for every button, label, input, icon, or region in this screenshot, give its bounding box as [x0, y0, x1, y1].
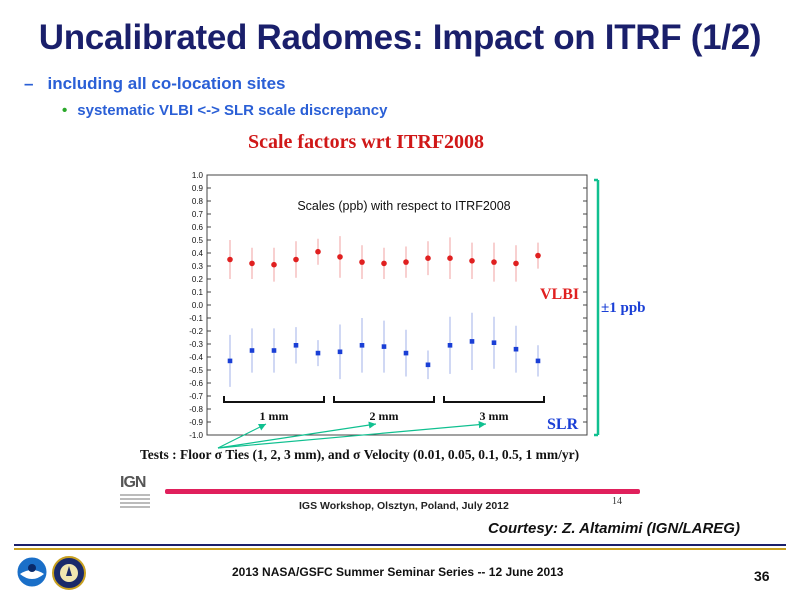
vlbi-point: [315, 248, 321, 255]
group-label: 1 mm: [260, 409, 289, 423]
y-axis: 1.0 0.9 0.8 0.7 0.6 0.5 0.4 0.3 0.2 0.1 0.0 -0.1 -0.…: [189, 171, 587, 440]
error-bars: [229, 236, 539, 387]
vlbi-point: [381, 260, 387, 267]
data-points: [227, 248, 541, 368]
group-bracket: [443, 396, 545, 403]
footer-text: 2013 NASA/GSFC Summer Seminar Series -- …: [232, 565, 564, 579]
y-tick-label: -1.0: [189, 431, 203, 440]
y-tick-label: -0.4: [189, 353, 203, 362]
group-label: 2 mm: [370, 409, 399, 423]
group-bracket: [223, 396, 325, 403]
slr-point: [425, 362, 431, 368]
slr-point: [271, 348, 277, 353]
y-tick-label: -0.9: [189, 418, 203, 427]
footer-rule-gold: [14, 548, 786, 550]
chart-inner-title: Scales (ppb) with respect to ITRF2008: [297, 199, 510, 213]
slr-point: [403, 350, 409, 356]
vlbi-point: [293, 256, 299, 263]
slr-point: [535, 358, 541, 364]
ppb-bracket: [594, 178, 600, 437]
slr-point: [513, 346, 519, 352]
vlbi-point: [249, 260, 255, 267]
vlbi-point: [359, 259, 365, 265]
y-tick-label: -0.3: [189, 340, 203, 349]
ign-logo: IGN: [120, 474, 158, 516]
vlbi-point: [425, 255, 431, 261]
y-tick-label: -0.6: [189, 379, 203, 388]
bullet-co-location-text: including all co-location sites: [47, 74, 286, 93]
y-tick-label: 0.4: [192, 249, 204, 258]
figure-title: Scale factors wrt ITRF2008: [248, 131, 485, 153]
workshop-divider: [165, 489, 640, 494]
vlbi-series-label: VLBI: [540, 286, 579, 303]
slr-point: [293, 343, 299, 348]
y-tick-label: 0.2: [192, 275, 204, 284]
group-brackets: 1 mm 2 mm 3 mm: [223, 396, 545, 423]
y-tick-label: -0.1: [189, 314, 203, 323]
vlbi-point: [403, 259, 409, 265]
bullet-co-location: – including all co-location sites: [24, 74, 286, 94]
test-arrow: [217, 421, 487, 449]
page-number: 36: [754, 568, 770, 584]
y-tick-label: 0.9: [192, 184, 204, 193]
bullet-dot-icon: •: [62, 102, 68, 119]
y-tick-label: 0.0: [192, 301, 204, 310]
slr-point: [315, 350, 321, 356]
dash-icon: –: [24, 74, 34, 93]
y-tick-label: -0.8: [189, 405, 203, 414]
y-tick-label: 1.0: [192, 171, 204, 180]
slr-point: [447, 343, 453, 348]
plot-frame: [206, 174, 588, 436]
footer-rule-blue: [14, 544, 786, 546]
bullet-scale-discrepancy-text: systematic VLBI <-> SLR scale discrepanc…: [77, 102, 388, 119]
vlbi-point: [491, 259, 497, 265]
slr-point: [249, 348, 255, 353]
bullet-scale-discrepancy: • systematic VLBI <-> SLR scale discrepan…: [62, 102, 387, 119]
vlbi-point: [337, 254, 343, 260]
y-tick-label: 0.5: [192, 236, 204, 245]
inner-page-number: 14: [612, 496, 622, 507]
ign-logo-text: IGN: [120, 474, 146, 491]
y-tick-label: -0.7: [189, 392, 203, 401]
slr-series-label: SLR: [547, 416, 579, 433]
slr-point: [381, 344, 387, 349]
doc-seal-icon: [52, 556, 86, 590]
group-bracket: [333, 396, 435, 403]
tests-caption: Tests : Floor σ Ties (1, 2, 3 mm), and σ…: [140, 447, 580, 462]
vlbi-point: [469, 258, 475, 264]
vlbi-point: [447, 255, 453, 261]
test-arrows: [217, 421, 487, 449]
y-tick-label: 0.7: [192, 210, 204, 219]
y-tick-label: 0.3: [192, 262, 204, 271]
slr-point: [491, 340, 497, 345]
test-arrow: [217, 423, 267, 449]
test-arrow: [217, 421, 377, 449]
slr-point: [359, 343, 365, 348]
workshop-label: IGS Workshop, Olsztyn, Poland, July 2012: [299, 500, 509, 512]
ppb-bracket-label: ±1 ppb: [601, 300, 646, 316]
vlbi-point: [513, 260, 519, 267]
y-tick-label: 0.1: [192, 288, 204, 297]
noaa-logo-icon: [16, 556, 48, 588]
slr-point: [337, 349, 343, 355]
slr-point: [227, 358, 233, 364]
slide-title: Uncalibrated Radomes: Impact on ITRF (1/…: [38, 18, 762, 57]
y-tick-label: -0.2: [189, 327, 203, 336]
vlbi-point: [535, 252, 541, 259]
y-tick-label: -0.5: [189, 366, 203, 375]
y-tick-label: 0.8: [192, 197, 204, 206]
slr-point: [469, 339, 475, 344]
vlbi-point: [271, 261, 277, 268]
vlbi-point: [227, 256, 233, 263]
courtesy-credit: Courtesy: Z. Altamimi (IGN/LAREG): [488, 520, 740, 537]
group-label: 3 mm: [480, 409, 509, 423]
y-tick-label: 0.6: [192, 223, 204, 232]
